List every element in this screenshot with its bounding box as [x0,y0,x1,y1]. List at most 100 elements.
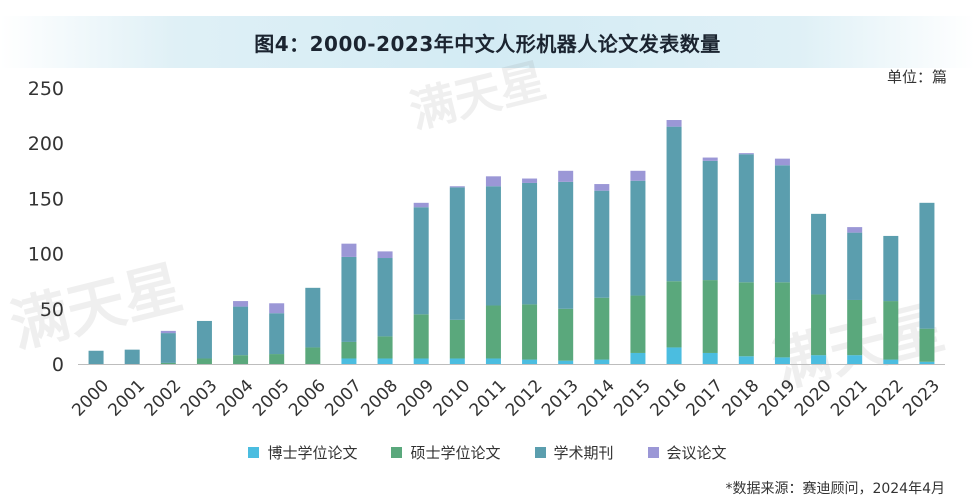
x-tick-label: 2000 [68,376,113,421]
bar-segment [341,243,357,257]
x-tick-label: 2008 [357,376,402,421]
y-tick-label: 150 [28,188,64,210]
bar-segment [269,354,285,364]
legend-swatch-phd [248,447,260,458]
legend-label-phd: 博士学位论文 [267,444,358,462]
bar-segment [377,251,393,259]
bar-segment [196,320,212,359]
bar-segment [702,352,718,364]
bar-segment [811,213,827,295]
x-tick-label: 2001 [104,376,149,421]
bar-segment [594,359,610,364]
bar-segment [233,306,249,356]
bar-segment [413,358,429,364]
bar-segment [449,358,465,364]
bar-segment [485,305,501,359]
bar-segment [774,282,790,358]
x-tick-label: 2011 [466,376,511,421]
bar-segment [738,154,754,283]
bar-segment [558,308,574,361]
bar-segment [594,184,610,191]
bar-segment [522,359,538,364]
x-tick-label: 2019 [755,376,800,421]
legend-item-master: 硕士学位论文 [391,442,501,463]
bar-segment [449,187,465,320]
legend: 博士学位论文 硕士学位论文 学术期刊 会议论文 [0,442,975,463]
bar-segment [485,358,501,364]
bar-segment [811,355,827,364]
bar-segment [233,301,249,307]
x-tick-label: 2023 [899,376,944,421]
bar-segment [269,303,285,314]
bar-segment [666,347,682,364]
bar-segment [522,178,538,183]
bar-segment [449,319,465,359]
x-tick-label: 2017 [682,376,727,421]
bar-chart: 0501001502002502000200120022003200420052… [28,78,945,421]
bar-segment [847,299,863,356]
x-tick-label: 2012 [502,376,547,421]
bar-segment [305,287,321,348]
bar-segment [847,355,863,364]
x-tick-label: 2022 [863,376,908,421]
y-tick-label: 50 [40,299,64,321]
bar-segment [702,280,718,353]
y-tick-label: 200 [28,133,64,155]
y-tick-label: 0 [52,354,64,376]
x-tick-label: 2004 [213,376,258,421]
bar-segment [449,186,465,188]
x-tick-label: 2014 [574,376,619,421]
bar-segment [919,361,935,364]
bar-segment [522,304,538,360]
bar-segment [160,333,176,363]
bar-segment [485,176,501,187]
bar-segment [919,328,935,362]
x-tick-label: 2020 [791,376,836,421]
bar-segment [413,202,429,208]
bar-segment [666,281,682,348]
x-tick-label: 2002 [141,376,186,421]
bar-segment [594,297,610,360]
bar-segment [811,294,827,356]
legend-swatch-conference [647,447,659,458]
bar-segment [341,256,357,342]
bar-segment [522,182,538,305]
bar-segment [233,355,249,364]
x-tick-label: 2003 [177,376,222,421]
bar-segment [774,357,790,364]
bar-segment [558,360,574,364]
bar-segment [847,227,863,233]
x-tick-label: 2006 [285,376,330,421]
legend-label-master: 硕士学位论文 [410,444,501,462]
legend-swatch-master [391,447,403,458]
x-tick-label: 2005 [249,376,294,421]
bar-segment [883,301,899,360]
y-tick-label: 250 [28,78,64,100]
bar-segment [269,313,285,355]
bar-segment [124,349,140,364]
bar-segment [774,158,790,166]
legend-swatch-journal [534,447,546,458]
bar-segment [774,165,790,283]
chart-title: 图4：2000-2023年中文人形机器人论文发表数量 [254,31,721,56]
x-tick-label: 2009 [393,376,438,421]
bar-segment [88,350,104,364]
x-tick-label: 2021 [827,376,872,421]
bar-segment [377,358,393,364]
bar-segment [413,314,429,359]
legend-item-journal: 学术期刊 [534,442,614,463]
bar-segment [377,336,393,359]
bar-segment [485,186,501,306]
legend-item-phd: 博士学位论文 [248,442,357,463]
bar-segment [558,170,574,182]
x-tick-label: 2018 [719,376,764,421]
bar-segment [305,347,321,364]
x-tick-label: 2010 [430,376,475,421]
legend-label-conference: 会议论文 [666,444,727,462]
x-tick-label: 2016 [646,376,691,421]
y-tick-label: 100 [28,244,64,266]
legend-item-conference: 会议论文 [647,442,727,463]
bar-segment [702,157,718,161]
bar-segment [630,295,646,353]
bar-segment [630,352,646,364]
